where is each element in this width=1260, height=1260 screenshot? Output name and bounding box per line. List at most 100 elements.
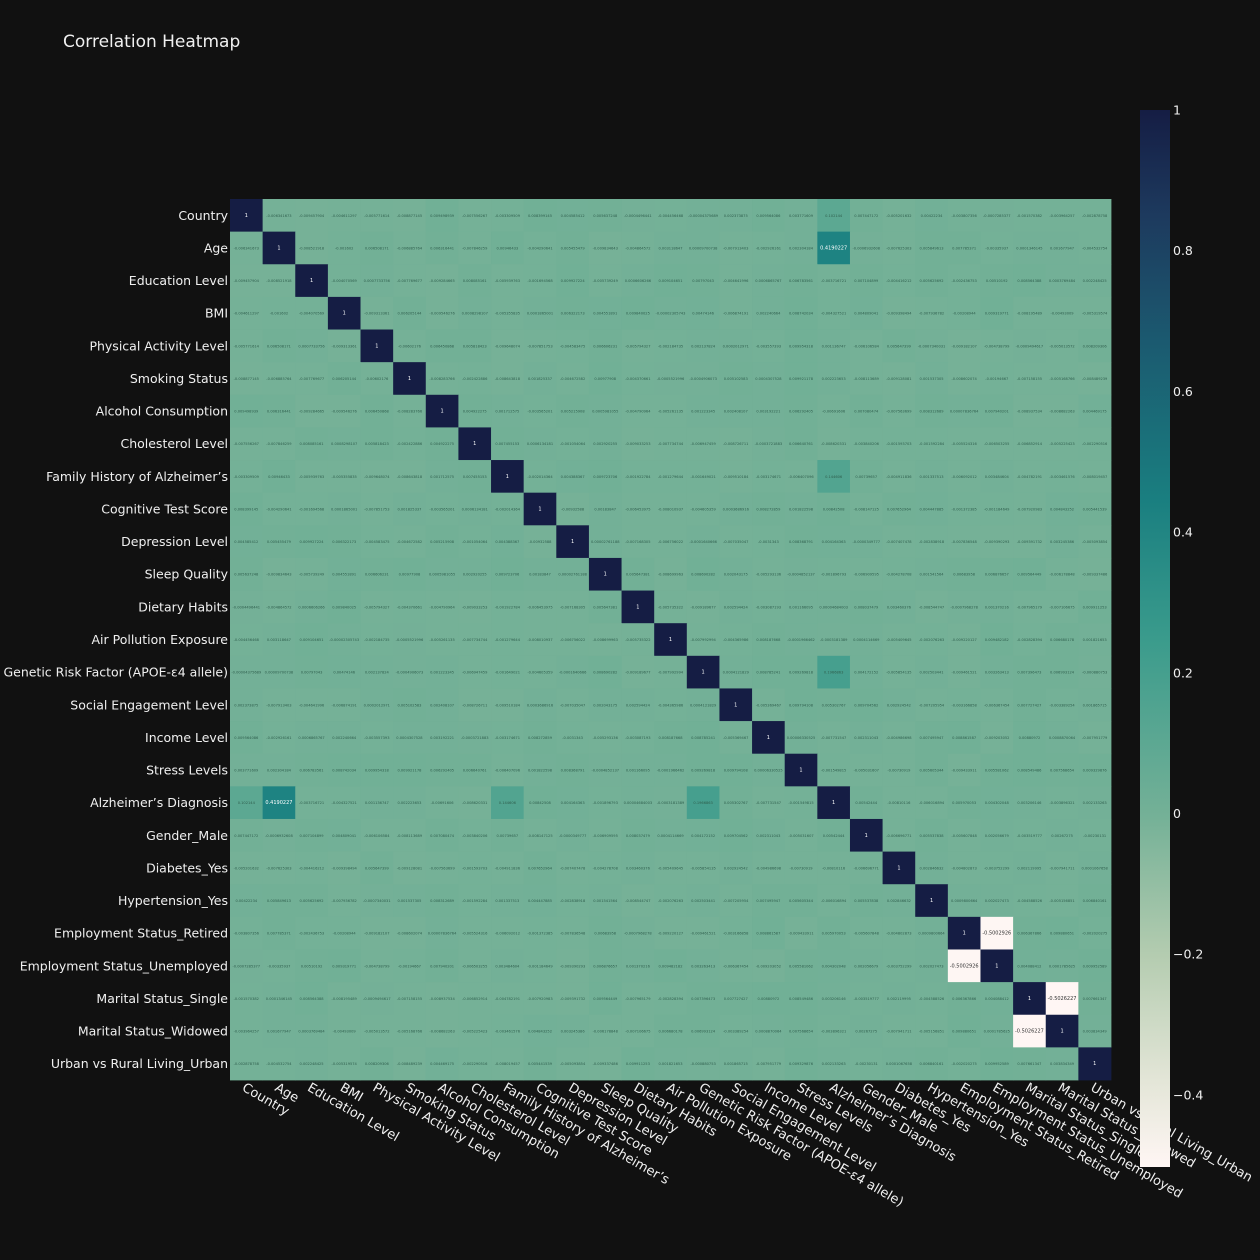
- heatmap-cell: [621, 916, 655, 950]
- cell-value-label: -0.001054064: [560, 442, 586, 446]
- heatmap-cell: [425, 231, 459, 265]
- cell-value-label: -0.004070569: [332, 279, 358, 283]
- heatmap-cell: [360, 623, 394, 657]
- heatmap-cell: [1013, 818, 1047, 852]
- cell-value-label: -0.006016894: [821, 899, 847, 903]
- cell-value-label: -0.0006932608: [265, 834, 293, 838]
- heatmap-cell: [523, 688, 557, 722]
- heatmap-cell: [882, 623, 916, 657]
- cell-value-label: 0.001537305: [920, 377, 944, 381]
- cell-value-label: 0.008690282: [691, 573, 715, 577]
- heatmap-cell: [588, 199, 622, 233]
- cell-value-label: 0.009921178: [789, 377, 814, 381]
- heatmap-cell: [686, 655, 720, 689]
- heatmap-cell: [491, 362, 525, 396]
- cell-value-label: 0.007080474: [430, 834, 455, 838]
- heatmap-cell: [1013, 1047, 1047, 1081]
- cell-value-label: 0.009329876: [789, 1062, 814, 1066]
- heatmap-cell: [295, 557, 329, 591]
- heatmap-cell: [262, 590, 296, 624]
- heatmap-cell: [425, 394, 459, 428]
- cell-value-label: -0.004738799: [364, 964, 390, 968]
- heatmap-cell: [327, 1047, 361, 1081]
- cell-value-label: -0.00194667: [985, 377, 1008, 381]
- heatmap-cell: [719, 329, 753, 363]
- cell-value-label: 0.005102583: [397, 703, 421, 707]
- cell-value-label: 0.00183847: [594, 507, 616, 511]
- cell-value-label: -0.00932588: [561, 507, 585, 511]
- heatmap-cell: [295, 1014, 329, 1048]
- heatmap-cell: [849, 851, 883, 885]
- heatmap-cell: [262, 688, 296, 722]
- cell-value-label: -0.001592284: [462, 899, 488, 903]
- cell-value-label: 0.008037479: [854, 605, 879, 609]
- cell-value-label: -0.003557393: [756, 344, 781, 348]
- heatmap-cell: [327, 329, 361, 363]
- cell-value-label: -0.0007968278: [624, 932, 652, 936]
- heatmap-cell: [588, 721, 622, 755]
- cell-value-label: 0.008564388: [1017, 279, 1042, 283]
- heatmap-cell: [621, 329, 655, 363]
- cell-value-label: 0.008690282: [593, 671, 617, 675]
- cell-value-label: 0.009564449: [1017, 573, 1042, 577]
- cell-value-label: -0.008147125: [854, 507, 879, 511]
- heatmap-cell: [523, 394, 557, 428]
- heatmap-cell: [295, 329, 329, 363]
- heatmap-cell: [654, 492, 688, 526]
- heatmap-cell: [1078, 884, 1112, 918]
- cell-value-label: 0.002311043: [756, 834, 780, 838]
- heatmap-cell: [327, 199, 361, 233]
- heatmap-cell: [523, 655, 557, 689]
- cell-value-label: -0.005261135: [658, 410, 683, 414]
- heatmap-cell: [817, 688, 851, 722]
- heatmap-cell: [360, 199, 394, 233]
- heatmap-cell: [882, 1047, 916, 1081]
- heatmap-cell: [458, 460, 492, 494]
- heatmap-cell: [425, 1014, 459, 1048]
- heatmap-cell: [425, 590, 459, 624]
- heatmap-cell: [1013, 721, 1047, 755]
- heatmap-cell: [1013, 949, 1047, 983]
- cell-value-label: -0.008010937: [527, 638, 552, 642]
- heatmap-cell: [621, 688, 655, 722]
- cell-value-label: -0.004641996: [299, 703, 325, 707]
- heatmap-cell: [295, 525, 329, 559]
- heatmap-cell: [556, 296, 590, 330]
- heatmap-cell: [817, 818, 851, 852]
- cell-value-label: -0.007951779: [1082, 736, 1108, 740]
- cell-value-label: 0.001370216: [985, 605, 1010, 609]
- y-tick-label: Marital Status_Single: [96, 991, 228, 1006]
- heatmap-cell: [654, 818, 688, 852]
- heatmap-cell: [295, 362, 329, 396]
- heatmap-cell: [230, 753, 264, 787]
- cell-value-label: -0.004588526: [919, 997, 945, 1001]
- cell-value-label: 0.001821653: [658, 1062, 682, 1066]
- heatmap-cell: [262, 949, 296, 983]
- heatmap-cell: [719, 851, 753, 885]
- heatmap-cell: [523, 199, 557, 233]
- heatmap-cell: [262, 982, 296, 1016]
- heatmap-cell: [849, 557, 883, 591]
- cell-value-label: 0.0004114669: [853, 638, 880, 642]
- cell-value-label: -0.005854135: [690, 866, 715, 870]
- cell-value-label: -0.007734744: [658, 442, 684, 446]
- cell-value-label: 0.0005981055: [429, 573, 455, 577]
- cell-value-label: 0.005302767: [724, 801, 748, 805]
- cell-value-label: 0.006450868: [365, 410, 390, 414]
- cell-value-label: -0.005735322: [625, 638, 650, 642]
- heatmap-cell: [458, 394, 492, 428]
- heatmap-cell: [752, 655, 786, 689]
- heatmap-cell: [882, 296, 916, 330]
- heatmap-cell: [556, 753, 590, 787]
- cell-value-label: -0.008489239: [397, 1062, 423, 1066]
- cell-value-label: -0.002926161: [756, 246, 781, 250]
- heatmap-cell: [458, 231, 492, 265]
- y-tick-label: Sleep Quality: [145, 567, 229, 582]
- cell-value-label: 0.005605344: [920, 769, 945, 773]
- cell-value-label: -0.004986698: [756, 866, 782, 870]
- heatmap-cell: [295, 199, 329, 233]
- heatmap-cell: [1013, 264, 1047, 298]
- cell-value-label: -0.006106584: [854, 344, 880, 348]
- cell-value-label: -0.007625303: [886, 246, 911, 250]
- cell-value-label: -0.007035047: [723, 540, 748, 544]
